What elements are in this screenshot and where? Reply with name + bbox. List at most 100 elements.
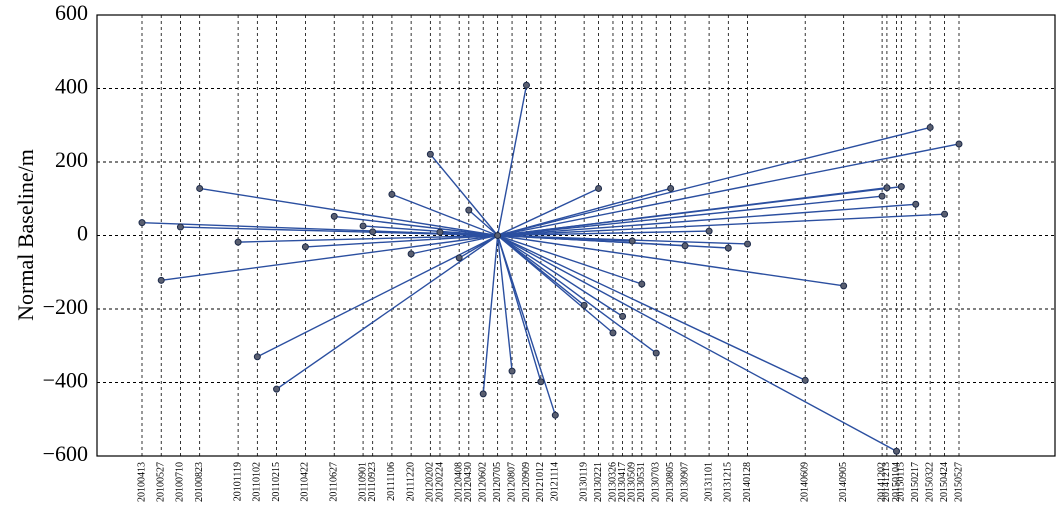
- acquisition-point: [840, 282, 848, 290]
- acquisition-point: [330, 212, 338, 220]
- baseline-link: [496, 85, 528, 236]
- x-tick-label: 20111220: [405, 462, 416, 501]
- x-tick-label: 20110923: [367, 462, 378, 502]
- acquisition-point: [595, 184, 603, 192]
- baseline-link: [497, 234, 897, 452]
- x-tick-label: 20120430: [463, 462, 474, 502]
- x-tick-label: 20150104: [891, 462, 902, 502]
- acquisition-point: [941, 210, 949, 218]
- x-tick-label: 20130119: [578, 462, 589, 502]
- acquisition-point: [705, 227, 713, 235]
- baseline-link: [497, 234, 643, 285]
- baseline-link: [199, 187, 498, 237]
- baseline-link: [257, 234, 498, 358]
- acquisition-point: [955, 140, 963, 148]
- acquisition-point: [436, 228, 444, 236]
- baseline-link: [410, 234, 498, 255]
- acquisition-point: [609, 329, 617, 337]
- acquisition-point: [926, 123, 934, 131]
- baseline-link: [305, 234, 498, 248]
- y-tick-label: 200: [55, 147, 88, 172]
- acquisition-point: [253, 353, 261, 361]
- x-tick-label: 20130703: [651, 462, 662, 502]
- acquisition-point: [667, 184, 675, 192]
- x-tick-label: 20100823: [194, 462, 205, 502]
- acquisition-point: [273, 385, 281, 393]
- acquisition-point: [883, 184, 891, 192]
- acquisition-point: [157, 276, 165, 284]
- plot-frame: [96, 14, 1056, 457]
- x-tick-label: 20110901: [357, 462, 368, 502]
- x-tick-label: 20100413: [136, 462, 147, 502]
- acquisition-point: [638, 280, 646, 288]
- baseline-link: [496, 235, 513, 372]
- baseline-link: [439, 231, 498, 237]
- baseline-link: [497, 203, 916, 237]
- x-tick-label: 20130805: [665, 462, 676, 502]
- acquisition-point: [359, 222, 367, 230]
- y-tick-label: −600: [43, 441, 88, 466]
- acquisition-point: [537, 378, 545, 386]
- acquisition-point: [652, 349, 660, 357]
- baseline-link: [497, 195, 883, 237]
- x-tick-label: 20110215: [271, 462, 282, 502]
- baseline-link: [497, 234, 806, 381]
- baseline-link: [497, 126, 931, 237]
- acquisition-point: [176, 223, 184, 231]
- x-tick-label: 20131101: [703, 462, 714, 502]
- baseline-link: [458, 234, 498, 259]
- x-tick-label: 20150424: [939, 462, 950, 502]
- x-tick-label: 20150527: [953, 462, 964, 502]
- x-tick-label: 20140905: [838, 462, 849, 502]
- x-tick-label: 20120807: [506, 462, 517, 502]
- x-tick-label: 20110627: [329, 462, 340, 502]
- x-tick-label: 20100527: [156, 462, 167, 502]
- baseline-link: [497, 187, 599, 237]
- acquisition-point: [744, 240, 752, 248]
- y-tick-label: −400: [43, 368, 88, 393]
- acquisition-point: [388, 190, 396, 198]
- baseline-link: [497, 234, 614, 334]
- x-tick-label: 20130907: [679, 462, 690, 502]
- acquisition-point: [301, 243, 309, 251]
- baseline-link: [334, 215, 498, 237]
- baseline-link: [429, 153, 499, 236]
- acquisition-point: [801, 376, 809, 384]
- acquisition-point: [234, 238, 242, 246]
- x-tick-label: 20121114: [550, 462, 561, 501]
- baseline-link: [497, 143, 960, 237]
- acquisition-point: [619, 312, 627, 320]
- acquisition-point: [508, 367, 516, 375]
- x-tick-label: 20120202: [425, 462, 436, 502]
- acquisition-point: [426, 150, 434, 158]
- x-tick-label: 20130509: [626, 462, 637, 502]
- x-tick-label: 20131215: [723, 462, 734, 502]
- x-tick-label: 20140128: [742, 462, 753, 502]
- acquisition-point: [628, 237, 636, 245]
- x-tick-label: 20130531: [636, 462, 647, 502]
- acquisition-point: [522, 81, 530, 89]
- x-tick-label: 20111106: [386, 462, 397, 501]
- x-tick-label: 20150115: [896, 462, 907, 502]
- acquisition-point: [494, 232, 502, 239]
- x-tick-label: 20110422: [300, 462, 311, 502]
- x-tick-label: 20100710: [175, 462, 186, 502]
- baseline-link: [276, 234, 499, 390]
- baseline-link: [482, 235, 499, 394]
- x-tick-label: 20120705: [492, 462, 503, 502]
- y-tick-label: 0: [77, 221, 88, 246]
- x-tick-label: 20120602: [478, 462, 489, 502]
- x-tick-label: 20101119: [232, 462, 243, 501]
- acquisition-point: [893, 447, 901, 455]
- y-tick-label: −200: [43, 294, 88, 319]
- x-tick-label: 20110102: [252, 462, 263, 502]
- x-tick-label: 20150217: [910, 462, 921, 502]
- baseline-link: [496, 235, 556, 416]
- baseline-link: [161, 234, 498, 282]
- baseline-link: [497, 230, 710, 237]
- x-tick-label: 20120224: [434, 462, 445, 502]
- baseline-link: [497, 185, 902, 237]
- acquisition-point: [465, 206, 473, 214]
